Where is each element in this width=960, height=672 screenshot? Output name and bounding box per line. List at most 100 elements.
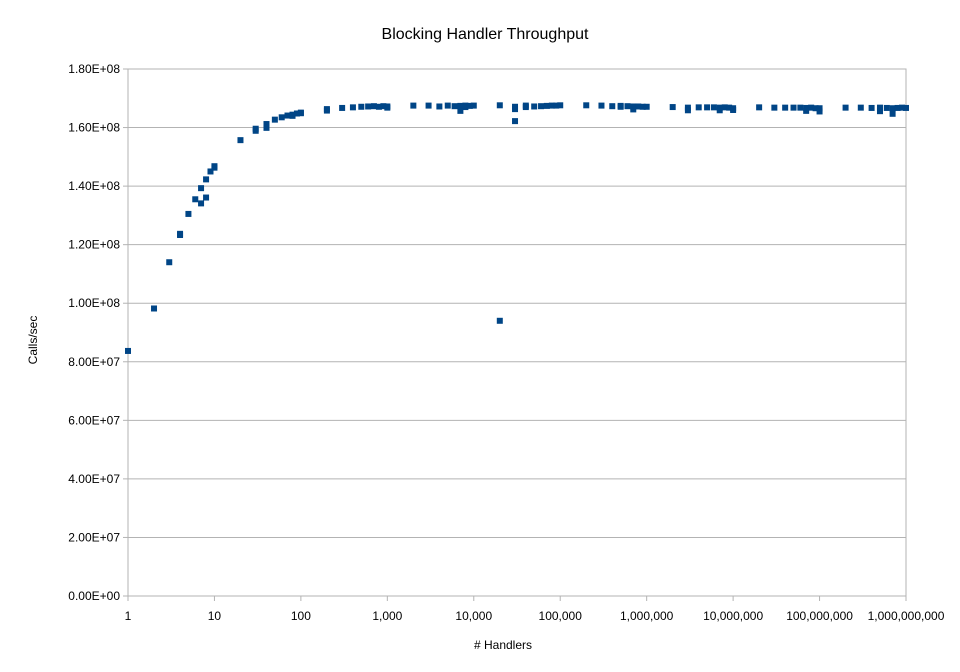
- data-point: [370, 103, 377, 110]
- x-tick-label: 100,000: [539, 609, 583, 623]
- data-point: [630, 106, 637, 113]
- data-point: [263, 124, 270, 131]
- x-tick-label: 100: [291, 609, 311, 623]
- data-point: [716, 107, 723, 114]
- data-point: [284, 112, 291, 119]
- plot-area: [127, 68, 907, 597]
- data-point: [635, 103, 642, 110]
- data-point: [263, 121, 270, 128]
- data-point: [271, 116, 278, 123]
- data-point: [684, 107, 691, 114]
- y-tick-label: 4.00E+07: [68, 472, 120, 486]
- y-tick-label: 6.00E+07: [68, 413, 120, 427]
- data-point: [643, 103, 650, 110]
- data-point: [436, 103, 443, 110]
- data-point: [548, 102, 555, 109]
- data-point: [451, 103, 458, 110]
- data-point: [669, 104, 676, 111]
- data-point: [876, 108, 883, 115]
- y-tick-label: 8.00E+07: [68, 355, 120, 369]
- y-axis-label: Calls/sec: [26, 316, 40, 365]
- data-point: [624, 103, 631, 110]
- y-tick-label: 0.00E+00: [68, 589, 120, 603]
- x-tick-label: 100,000,000: [786, 609, 853, 623]
- data-point: [211, 164, 218, 171]
- y-tick-label: 1.80E+08: [68, 62, 120, 76]
- data-point: [816, 108, 823, 115]
- data-point: [339, 104, 346, 111]
- data-point: [790, 104, 797, 111]
- data-point: [903, 104, 909, 111]
- data-point: [252, 125, 259, 132]
- data-point: [278, 114, 285, 121]
- data-point: [704, 104, 711, 111]
- data-point: [457, 107, 464, 114]
- data-point: [894, 104, 901, 111]
- data-point: [444, 102, 451, 109]
- data-point: [857, 104, 864, 111]
- data-point: [543, 102, 550, 109]
- data-point: [512, 118, 519, 125]
- data-point: [695, 104, 702, 111]
- data-point: [639, 103, 646, 110]
- data-point: [410, 102, 417, 109]
- data-point: [207, 168, 214, 175]
- data-point: [203, 176, 210, 183]
- data-point: [177, 232, 184, 239]
- data-point: [812, 105, 819, 112]
- data-point: [496, 317, 503, 324]
- data-point: [538, 103, 545, 110]
- x-tick-label: 1,000: [372, 609, 402, 623]
- data-point: [771, 104, 778, 111]
- data-point: [868, 104, 875, 111]
- data-point: [198, 200, 205, 207]
- x-tick-label: 10: [208, 609, 222, 623]
- data-point: [756, 104, 763, 111]
- data-point: [151, 305, 158, 312]
- y-tick-label: 1.60E+08: [68, 121, 120, 135]
- data-point: [293, 110, 300, 117]
- data-point: [797, 104, 804, 111]
- x-tick-label: 1,000,000: [620, 609, 674, 623]
- data-point: [462, 102, 469, 109]
- data-point: [842, 104, 849, 111]
- data-point: [166, 259, 173, 266]
- data-point: [730, 106, 737, 113]
- data-point: [583, 102, 590, 109]
- data-point: [457, 102, 464, 109]
- data-point: [609, 103, 616, 110]
- data-point: [297, 109, 304, 116]
- x-tick-label: 1,000,000,000: [868, 609, 945, 623]
- data-point: [876, 104, 883, 111]
- data-series: [125, 102, 909, 354]
- data-point: [782, 104, 789, 111]
- data-point: [899, 104, 906, 111]
- x-axis: 1 10 100 1,000 10,000 100,000 1,000,000 10,000,…: [125, 596, 945, 623]
- data-point: [289, 112, 296, 119]
- data-point: [883, 104, 890, 111]
- data-point: [237, 137, 244, 144]
- data-point: [803, 107, 810, 114]
- data-point: [617, 103, 624, 110]
- data-point: [721, 104, 728, 111]
- data-point: [726, 104, 733, 111]
- data-point: [349, 104, 356, 111]
- data-point: [125, 347, 131, 354]
- data-point: [358, 103, 365, 110]
- data-point: [710, 104, 717, 111]
- chart-title: Blocking Handler Throughput: [382, 26, 590, 43]
- x-tick-label: 1: [125, 609, 132, 623]
- data-point: [522, 102, 529, 109]
- data-point: [192, 196, 199, 203]
- data-point: [598, 102, 605, 109]
- y-tick-label: 1.40E+08: [68, 179, 120, 193]
- data-point: [365, 103, 372, 110]
- x-tick-label: 10,000,000: [703, 609, 763, 623]
- data-point: [496, 102, 503, 109]
- data-point: [557, 102, 564, 109]
- data-point: [553, 102, 560, 109]
- data-point: [384, 104, 391, 111]
- y-tick-label: 1.20E+08: [68, 238, 120, 252]
